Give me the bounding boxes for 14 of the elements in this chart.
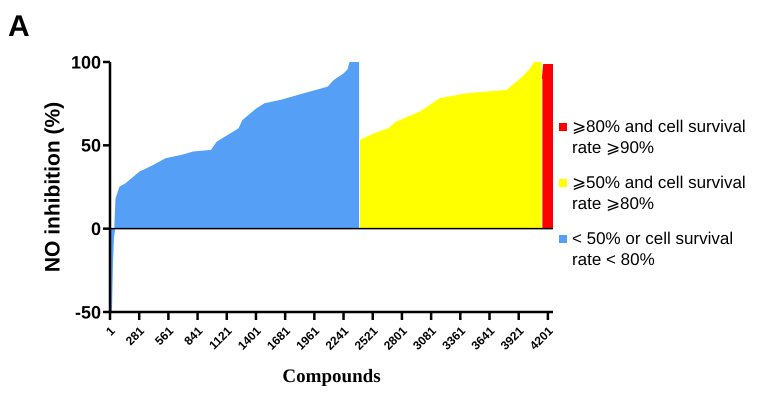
legend-label: ⩾50% and cell survival rate ⩾80% bbox=[572, 172, 747, 214]
y-tick-label: 50 bbox=[80, 136, 101, 156]
y-tick-label: -50 bbox=[74, 302, 101, 322]
x-tick-label: 1 bbox=[103, 324, 118, 339]
y-tick-label: 0 bbox=[90, 219, 101, 240]
legend-label: < 50% or cell survival rate < 80% bbox=[572, 228, 734, 270]
x-tick-label: 281 bbox=[122, 324, 148, 348]
x-tick-label: 841 bbox=[181, 324, 206, 348]
chart-title: A bbox=[8, 10, 30, 44]
x-axis-title: Compounds bbox=[282, 366, 381, 387]
y-tick-label: 100 bbox=[70, 52, 101, 72]
y-axis-title: NO inhibition (%) bbox=[41, 102, 64, 272]
legend-label: ⩾80% and cell survival rate ⩾90% bbox=[572, 116, 747, 158]
x-tick-label: 561 bbox=[152, 324, 176, 348]
